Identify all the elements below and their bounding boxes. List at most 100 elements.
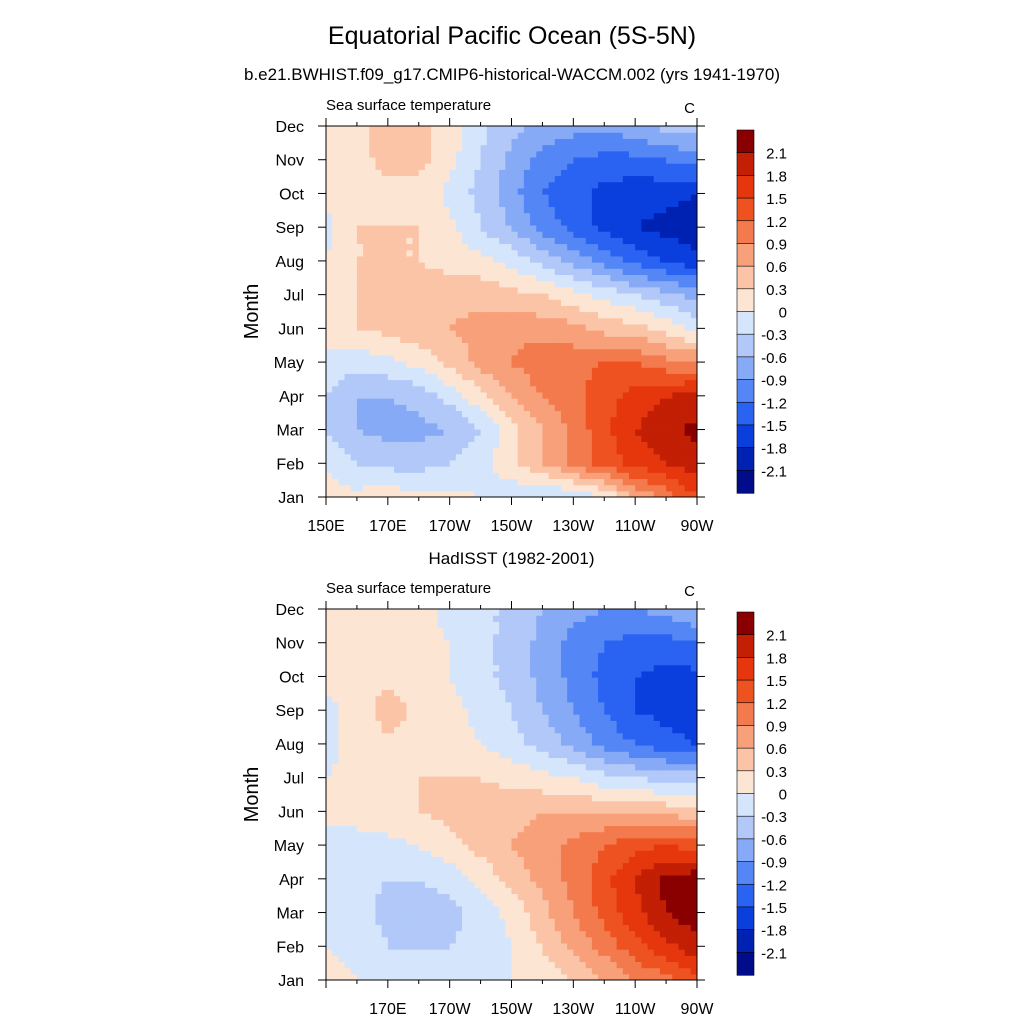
contour-cell: [678, 255, 686, 263]
contour-cell: [443, 342, 451, 350]
contour-cell: [406, 150, 414, 158]
contour-cell: [406, 881, 414, 888]
contour-cell: [598, 416, 605, 424]
contour-cell: [356, 367, 364, 374]
contour-cell: [400, 385, 407, 393]
contour-cell: [474, 231, 482, 238]
contour-cell: [585, 893, 593, 901]
contour-cell: [468, 881, 475, 888]
contour-cell: [672, 249, 680, 257]
contour-cell: [455, 856, 463, 864]
contour-cell: [690, 899, 697, 907]
contour-cell: [591, 237, 599, 245]
contour-cell: [486, 398, 494, 405]
contour-cell: [394, 942, 401, 950]
contour-cell: [585, 280, 593, 288]
contour-cell: [387, 367, 395, 374]
contour-cell: [573, 181, 581, 189]
contour-cell: [369, 286, 377, 294]
contour-cell: [684, 410, 692, 418]
contour-cell: [437, 255, 445, 263]
contour-cell: [511, 850, 519, 857]
contour-cell: [492, 930, 500, 938]
contour-cell: [641, 144, 649, 152]
contour-cell: [412, 317, 420, 325]
contour-cell: [499, 385, 506, 393]
contour-cell: [628, 949, 636, 956]
contour-cell: [474, 936, 482, 944]
contour-cell: [406, 379, 414, 387]
contour-cell: [641, 936, 649, 944]
contour-cell: [418, 231, 426, 238]
contour-cell: [573, 385, 581, 393]
contour-cell: [387, 138, 395, 146]
contour-cell: [462, 942, 469, 950]
contour-cell: [622, 354, 630, 362]
contour-cell: [449, 126, 457, 133]
contour-cell: [517, 360, 525, 368]
contour-cell: [418, 144, 426, 152]
contour-cell: [635, 194, 642, 201]
contour-cell: [604, 453, 612, 461]
contour-cell: [406, 911, 414, 919]
contour-cell: [400, 237, 407, 245]
contour-cell: [400, 949, 407, 956]
contour-cell: [418, 850, 426, 857]
contour-cell: [598, 887, 605, 895]
contour-cell: [431, 206, 438, 214]
contour-cell: [375, 218, 383, 226]
contour-cell: [598, 360, 605, 368]
contour-cell: [400, 961, 407, 969]
contour-cell: [635, 156, 642, 164]
contour-cell: [548, 126, 556, 133]
contour-cell: [622, 268, 630, 275]
contour-cell: [666, 218, 673, 226]
contour-cell: [505, 918, 513, 925]
contour-cell: [412, 249, 420, 257]
contour-cell: [684, 262, 692, 269]
contour-cell: [400, 911, 407, 919]
contour-cell: [486, 144, 494, 152]
contour-cell: [369, 911, 377, 919]
contour-cell: [579, 973, 587, 980]
contour-cell: [548, 231, 556, 238]
contour-cell: [406, 249, 414, 257]
contour-cell: [647, 280, 655, 288]
contour-cell: [468, 280, 475, 288]
contour-cell: [622, 874, 630, 882]
contour-cell: [523, 175, 531, 183]
contour-cell: [579, 330, 587, 337]
contour-cell: [412, 231, 420, 238]
y-tick-label: Mar: [276, 423, 304, 440]
contour-cell: [560, 237, 568, 245]
contour-cell: [505, 887, 513, 895]
contour-cell: [604, 218, 612, 226]
contour-cell: [567, 163, 574, 170]
contour-cell: [641, 484, 649, 492]
contour-cell: [394, 169, 401, 177]
contour-cell: [666, 231, 673, 238]
contour-cell: [394, 478, 401, 486]
contour-cell: [616, 373, 624, 381]
contour-cell: [641, 218, 649, 226]
contour-cell: [369, 398, 377, 405]
contour-cell: [622, 243, 630, 251]
contour-cell: [690, 410, 697, 418]
contour-cell: [424, 299, 432, 306]
contour-cell: [530, 435, 537, 442]
contour-cell: [394, 323, 401, 331]
contour-cell: [684, 360, 692, 368]
contour-cell: [628, 484, 636, 492]
contour-cell: [418, 893, 426, 901]
contour-cell: [666, 850, 673, 857]
contour-cell: [554, 484, 562, 492]
contour-cell: [394, 150, 401, 158]
contour-cell: [375, 868, 383, 876]
contour-cell: [659, 163, 667, 170]
contour-cell: [505, 961, 513, 969]
contour-cell: [400, 428, 407, 436]
contour-cell: [344, 237, 352, 245]
contour-cell: [443, 354, 451, 362]
contour-cell: [437, 156, 445, 164]
contour-cell: [344, 893, 352, 901]
